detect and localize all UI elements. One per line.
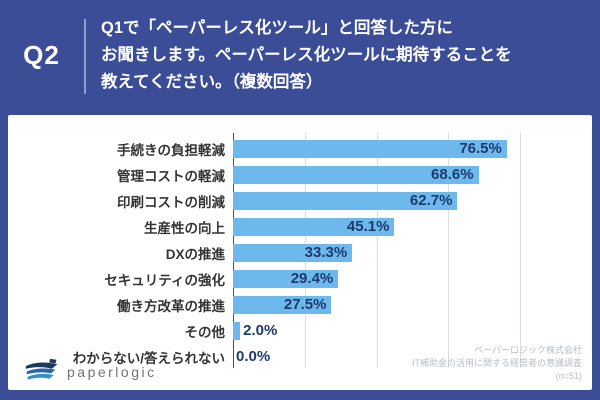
source-note: ペーパーロジック株式会社 IT補助金の活用に関する経営者の意識調査 (n=51)	[412, 344, 582, 383]
chart-row: 印刷コストの削減 62.7%	[8, 188, 591, 214]
bar-track: 45.1%	[233, 218, 591, 236]
bar-track: 68.6%	[233, 166, 591, 184]
bar-track: 76.5%	[233, 140, 591, 158]
chart-row: 管理コストの軽減 68.6%	[8, 162, 591, 188]
bar-track: 33.3%	[233, 244, 591, 262]
bar-track: 0.0%	[233, 348, 591, 366]
value-label: 62.7%	[409, 192, 453, 209]
source-survey-title: IT補助金の活用に関する経営者の意識調査	[412, 358, 582, 368]
category-label: 管理コストの軽減	[117, 169, 225, 184]
chart-card: 手続きの負担軽減 76.5% 管理コストの軽減 68.6% 印刷コストの削減 62.7% 生…	[8, 115, 592, 390]
value-label: 76.5%	[459, 140, 502, 157]
bar	[233, 270, 339, 288]
chart-row: 生産性の向上 45.1%	[8, 214, 591, 240]
gridline-80	[519, 133, 521, 368]
bar	[233, 244, 353, 262]
value-label: 27.5%	[283, 296, 327, 313]
bar-chart: 手続きの負担軽減 76.5% 管理コストの軽減 68.6% 印刷コストの削減 62.7% 生…	[8, 136, 591, 370]
source-company: ペーパーロジック株式会社	[474, 345, 582, 355]
category-label: わからない/答えられない	[72, 351, 225, 366]
question-text-line-1: Q1で「ペーパーレス化ツール」と回答した方に	[101, 19, 453, 37]
paperlogic-logo-text: paperlogic	[67, 363, 157, 380]
bar	[233, 140, 507, 158]
value-label: 68.6%	[431, 166, 474, 183]
chart-row: DXの推進 33.3%	[8, 240, 591, 266]
source-sample-size: (n=51)	[555, 371, 582, 381]
gridline-40	[376, 133, 378, 368]
question-text-line-2: お聞きします。ペーパーレス化ツールに期待することを	[101, 46, 512, 64]
category-label: 生産性の向上	[144, 221, 225, 236]
bar-track: 2.0%	[233, 322, 591, 340]
value-label: 29.4%	[290, 270, 334, 287]
category-label: 手続きの負担軽減	[117, 143, 225, 158]
bar	[233, 322, 241, 340]
bar	[233, 218, 395, 236]
chart-row: セキュリティの強化 29.4%	[8, 266, 591, 292]
chart-row: その他 2.0%	[8, 318, 591, 344]
chart-row: 手続きの負担軽減 76.5%	[8, 136, 591, 162]
value-label: 45.1%	[346, 218, 390, 235]
category-label: セキュリティの強化	[104, 273, 225, 288]
chart-row: 働き方改革の推進 27.5%	[8, 292, 591, 318]
category-label: DXの推進	[165, 247, 225, 262]
value-label: 0.0%	[236, 348, 271, 365]
paperlogic-logo: paperlogic	[24, 358, 157, 385]
question-number: Q2	[23, 40, 60, 70]
question-header: Q2 Q1で「ペーパーレス化ツール」と回答した方に お聞きします。ペーパーレス化…	[0, 0, 600, 115]
value-label: 2.0%	[243, 322, 278, 339]
value-label: 33.3%	[304, 244, 348, 261]
bar	[233, 166, 479, 184]
gridline-60	[448, 133, 450, 368]
bar-track: 62.7%	[233, 192, 591, 210]
bar-track: 29.4%	[233, 270, 591, 288]
category-label: 働き方改革の推進	[117, 299, 225, 314]
category-label: その他	[184, 325, 226, 340]
paperlogic-logo-icon	[25, 358, 58, 380]
question-text-line-3: 教えてください。（複数回答）	[101, 73, 323, 91]
header-divider	[84, 19, 86, 94]
category-label: 印刷コストの削減	[117, 195, 225, 210]
bar-track: 27.5%	[233, 296, 591, 314]
bar	[233, 192, 458, 210]
chart-row: わからない/答えられない 0.0%	[8, 344, 591, 370]
bar	[233, 296, 332, 314]
question-text: Q1で「ペーパーレス化ツール」と回答した方に お聞きします。ペーパーレス化ツール…	[101, 15, 591, 96]
